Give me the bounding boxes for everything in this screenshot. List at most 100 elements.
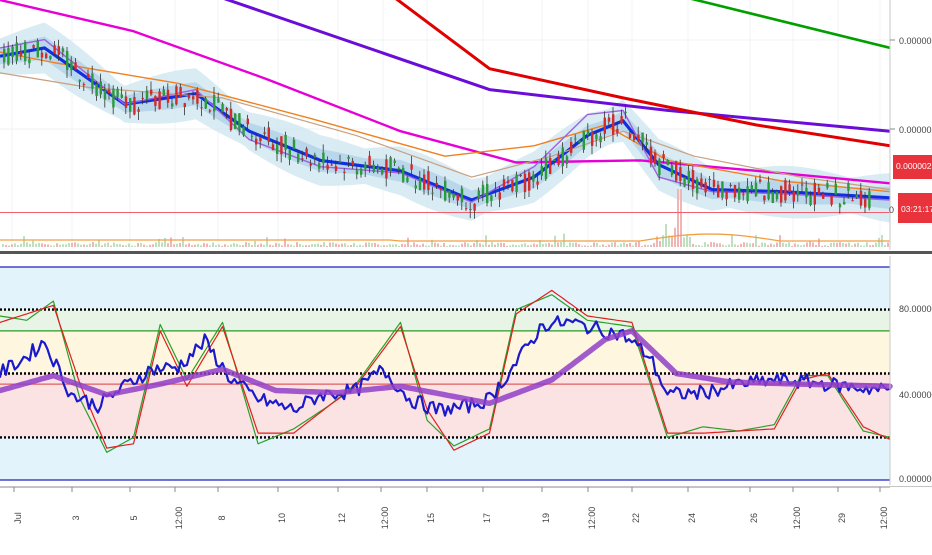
candle-body	[326, 164, 329, 170]
volume-bar	[659, 241, 661, 247]
volume-bar	[14, 243, 16, 247]
candle-body	[78, 79, 81, 82]
volume-bar	[92, 242, 94, 247]
price-panel[interactable]: 0.00000300 0.00000250 0.00000230 0 03:21…	[0, 0, 932, 250]
volume-bar	[686, 234, 688, 247]
candle-body	[460, 188, 464, 203]
candle-body	[301, 158, 304, 160]
volume-bar	[632, 245, 634, 247]
volume-bar	[782, 242, 784, 247]
candle-body	[292, 139, 296, 149]
oscillator-zone	[0, 309, 890, 331]
candle-body	[607, 117, 611, 122]
volume-bar	[464, 242, 466, 247]
volume-bar	[704, 242, 706, 247]
candle-body	[658, 159, 661, 176]
candle-body	[141, 97, 144, 99]
volume-bar	[701, 245, 703, 247]
candle-body	[817, 187, 821, 195]
volume-bar	[239, 245, 241, 247]
time-tick-label: 12	[337, 513, 347, 523]
volume-bar	[335, 243, 337, 247]
candle-body	[633, 134, 636, 141]
candle-body	[267, 127, 270, 142]
time-tick-label: Jul	[13, 512, 23, 524]
candle-body	[578, 140, 581, 143]
time-tick-label: 12:00	[380, 507, 390, 530]
volume-bar	[389, 244, 391, 247]
oscillator-axis[interactable]: 80.0000000 40.0000000 0.0000000	[889, 256, 932, 485]
volume-bar	[614, 242, 616, 247]
volume-bar	[278, 243, 280, 247]
volume-bar	[434, 242, 436, 247]
candlesticks	[3, 36, 871, 219]
volume-bar	[164, 237, 166, 247]
candle-body	[57, 46, 60, 55]
time-tick-label: 22	[631, 513, 641, 523]
volume-bar	[113, 242, 115, 247]
volume-bar	[788, 242, 790, 247]
candle-body	[544, 158, 548, 180]
candle-body	[133, 97, 136, 115]
volume-bar	[491, 242, 493, 247]
volume-bar	[29, 243, 31, 247]
candle-body	[654, 152, 657, 165]
oscillator-tick-label: 0.0000000	[899, 474, 932, 484]
volume-bar	[44, 244, 46, 247]
oscillator-tick-label: 40.0000000	[899, 390, 932, 400]
volume-bar	[398, 245, 400, 247]
candle-body	[796, 190, 800, 195]
volume-bar	[320, 244, 322, 247]
candle-body	[712, 179, 716, 187]
volume-bar	[650, 244, 652, 247]
candle-body	[280, 136, 283, 155]
volume-bar	[521, 244, 523, 247]
oscillator-panel[interactable]: 80.0000000 40.0000000 0.0000000	[0, 256, 932, 485]
candle-body	[519, 175, 522, 177]
volume-bar	[50, 245, 52, 247]
oscillator-line	[0, 328, 893, 407]
volume-bar	[317, 243, 319, 247]
volume-bar	[395, 244, 397, 247]
candle-body	[99, 81, 102, 95]
volume-bar	[371, 243, 373, 247]
volume-bar	[623, 242, 625, 247]
price-axis[interactable]: 0.00000300 0.00000250 0.00000230 0 03:21…	[889, 0, 932, 250]
candle-body	[683, 177, 686, 187]
candle-body	[540, 166, 543, 176]
time-axis[interactable]: Jul 3 5 12:00 8 10 12 12:00 15 17 19 12:00 22 24 26 12:…	[0, 486, 932, 550]
volume-bar	[71, 242, 73, 247]
volume-bar	[566, 245, 568, 247]
volume-bar	[824, 245, 826, 247]
candle-body	[410, 164, 413, 170]
volume-bar	[104, 243, 106, 247]
volume-bar	[98, 240, 100, 247]
candle-body	[645, 142, 648, 145]
volume-bar	[179, 242, 181, 247]
candle-body	[82, 84, 86, 86]
candle-body	[11, 46, 14, 58]
volume-bar	[869, 245, 871, 247]
candle-body	[830, 195, 833, 205]
volume-bar	[593, 242, 595, 247]
volume-bar	[122, 245, 124, 247]
volume-bar	[770, 243, 772, 247]
volume-bar	[230, 244, 232, 247]
candle-body	[549, 158, 552, 174]
ma-line	[690, 0, 891, 50]
volume-bar	[647, 244, 649, 247]
candle-body	[662, 154, 665, 159]
volume-bar	[545, 243, 547, 247]
candle-body	[582, 130, 585, 150]
candle-body	[843, 202, 846, 205]
volume-bar	[353, 242, 355, 247]
volume-bar	[110, 245, 112, 247]
inner-band	[0, 36, 890, 210]
volume-bar	[452, 245, 454, 247]
volume-bar	[197, 243, 199, 247]
volume-bar	[149, 244, 151, 247]
time-tick-label: 15	[426, 513, 436, 523]
volume-bar	[191, 245, 193, 247]
